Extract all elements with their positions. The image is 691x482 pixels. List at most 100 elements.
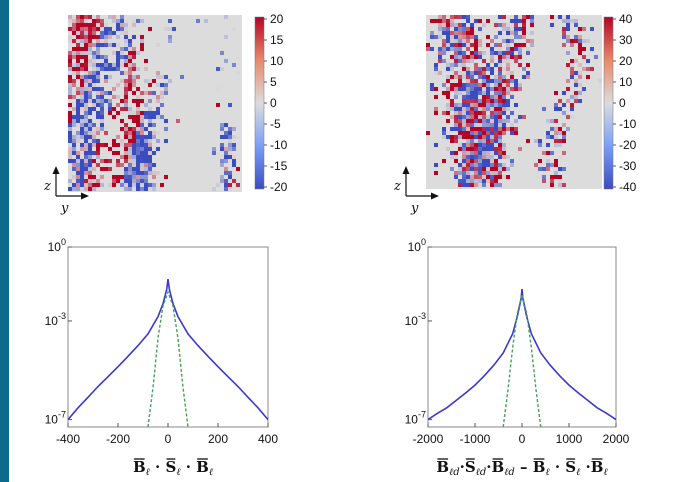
hm1-cell (124, 103, 128, 107)
hm2-cell (450, 139, 454, 143)
hm2-cell (510, 31, 514, 35)
hm2-cell (554, 163, 558, 167)
hm2-cell (518, 27, 522, 31)
hm2-cell (502, 119, 506, 123)
hm2-cell (486, 75, 490, 79)
hm2-cell (474, 67, 478, 71)
hm2-cell (530, 39, 534, 43)
hm2-cell (490, 163, 494, 167)
hm2-cell (466, 99, 470, 103)
hm2-cell (498, 103, 502, 107)
hm1-cell (76, 47, 80, 51)
hm2-cell (466, 143, 470, 147)
hm1-cell (84, 143, 88, 147)
hm1-cell (68, 127, 72, 131)
hm1-cell (136, 179, 140, 183)
hm1-cell (100, 183, 104, 187)
hm1-cell (128, 167, 132, 171)
hm1-cell (72, 63, 76, 67)
hm2-cell (454, 59, 458, 63)
hm2-cell (478, 127, 482, 131)
hm1-cell (76, 87, 80, 91)
hm2-cell (454, 159, 458, 163)
hm1-cell (216, 183, 220, 187)
hm2-cell (454, 171, 458, 175)
hm2-cell (558, 107, 562, 111)
hm2-cell (526, 51, 530, 55)
hm1-cell (124, 151, 128, 155)
hm1-cell (80, 155, 84, 159)
hm1-cell (84, 123, 88, 127)
hm2-cell (482, 75, 486, 79)
hm1-cell (232, 63, 236, 67)
hm1-cell (140, 183, 144, 187)
hm2-cell (514, 127, 518, 131)
hm2-cell (466, 103, 470, 107)
hm2-cell (554, 91, 558, 95)
hm2-cell (478, 75, 482, 79)
hm2-cell (434, 111, 438, 115)
hm2-cell (582, 27, 586, 31)
hm2-cell (554, 143, 558, 147)
hm2-cell (474, 135, 478, 139)
hm2-cell (458, 71, 462, 75)
hm2-cell (486, 147, 490, 151)
hm1-cell (128, 187, 132, 191)
hm2-cell (482, 155, 486, 159)
hm2-cell (546, 135, 550, 139)
hm1-cell (132, 91, 136, 95)
hm2-cell (486, 91, 490, 95)
hm1-cell (144, 187, 148, 191)
hm1-cell (136, 147, 140, 151)
hm2-cell (550, 135, 554, 139)
hm2-cell (498, 139, 502, 143)
hm1-cell (132, 115, 136, 119)
hm2-cell (502, 127, 506, 131)
hm2-cell (506, 175, 510, 179)
hm1-cell (84, 163, 88, 167)
hm1-cell (148, 167, 152, 171)
hm1-cell (68, 155, 72, 159)
hm1-cell (144, 91, 148, 95)
hm1-cell (88, 43, 92, 47)
hm2-cell (558, 127, 562, 131)
hm2-cell (502, 123, 506, 127)
hm2-cell (478, 83, 482, 87)
hm1-cell (224, 143, 228, 147)
hm1-cell (132, 83, 136, 87)
hm1-cell (148, 163, 152, 167)
hm1-cell (68, 139, 72, 143)
hm1-cell (124, 183, 128, 187)
hm1-cell (76, 103, 80, 107)
hm1-cell (80, 119, 84, 123)
hm1-cell (96, 151, 100, 155)
hm2-cell (474, 63, 478, 67)
hm2-cell (514, 119, 518, 123)
hm2-cell (466, 35, 470, 39)
hm2-cell (562, 35, 566, 39)
hm2-cell (558, 99, 562, 103)
hm1-cell (108, 75, 112, 79)
hm2-cell (558, 139, 562, 143)
hm1-cell (172, 27, 176, 31)
hm1-cell (76, 179, 80, 183)
hm1-cell (136, 87, 140, 91)
hm1-cell (80, 59, 84, 63)
hm1-cell (148, 187, 152, 191)
hm1-cell (224, 59, 228, 63)
hm1-cell (216, 87, 220, 91)
hm1-cell (224, 159, 228, 163)
hm1-cell (120, 179, 124, 183)
hm1-cell (100, 111, 104, 115)
hm1-cell (132, 143, 136, 147)
hm2-cell (470, 183, 474, 187)
hm1-cell (216, 67, 220, 71)
hm2-cell (462, 99, 466, 103)
hm1-cell (88, 115, 92, 119)
hm2-cell (562, 135, 566, 139)
hm2-cell (490, 123, 494, 127)
hm1-cell (80, 163, 84, 167)
hm2-cell (482, 131, 486, 135)
hm1-cell (124, 95, 128, 99)
hm2-cell (510, 75, 514, 79)
